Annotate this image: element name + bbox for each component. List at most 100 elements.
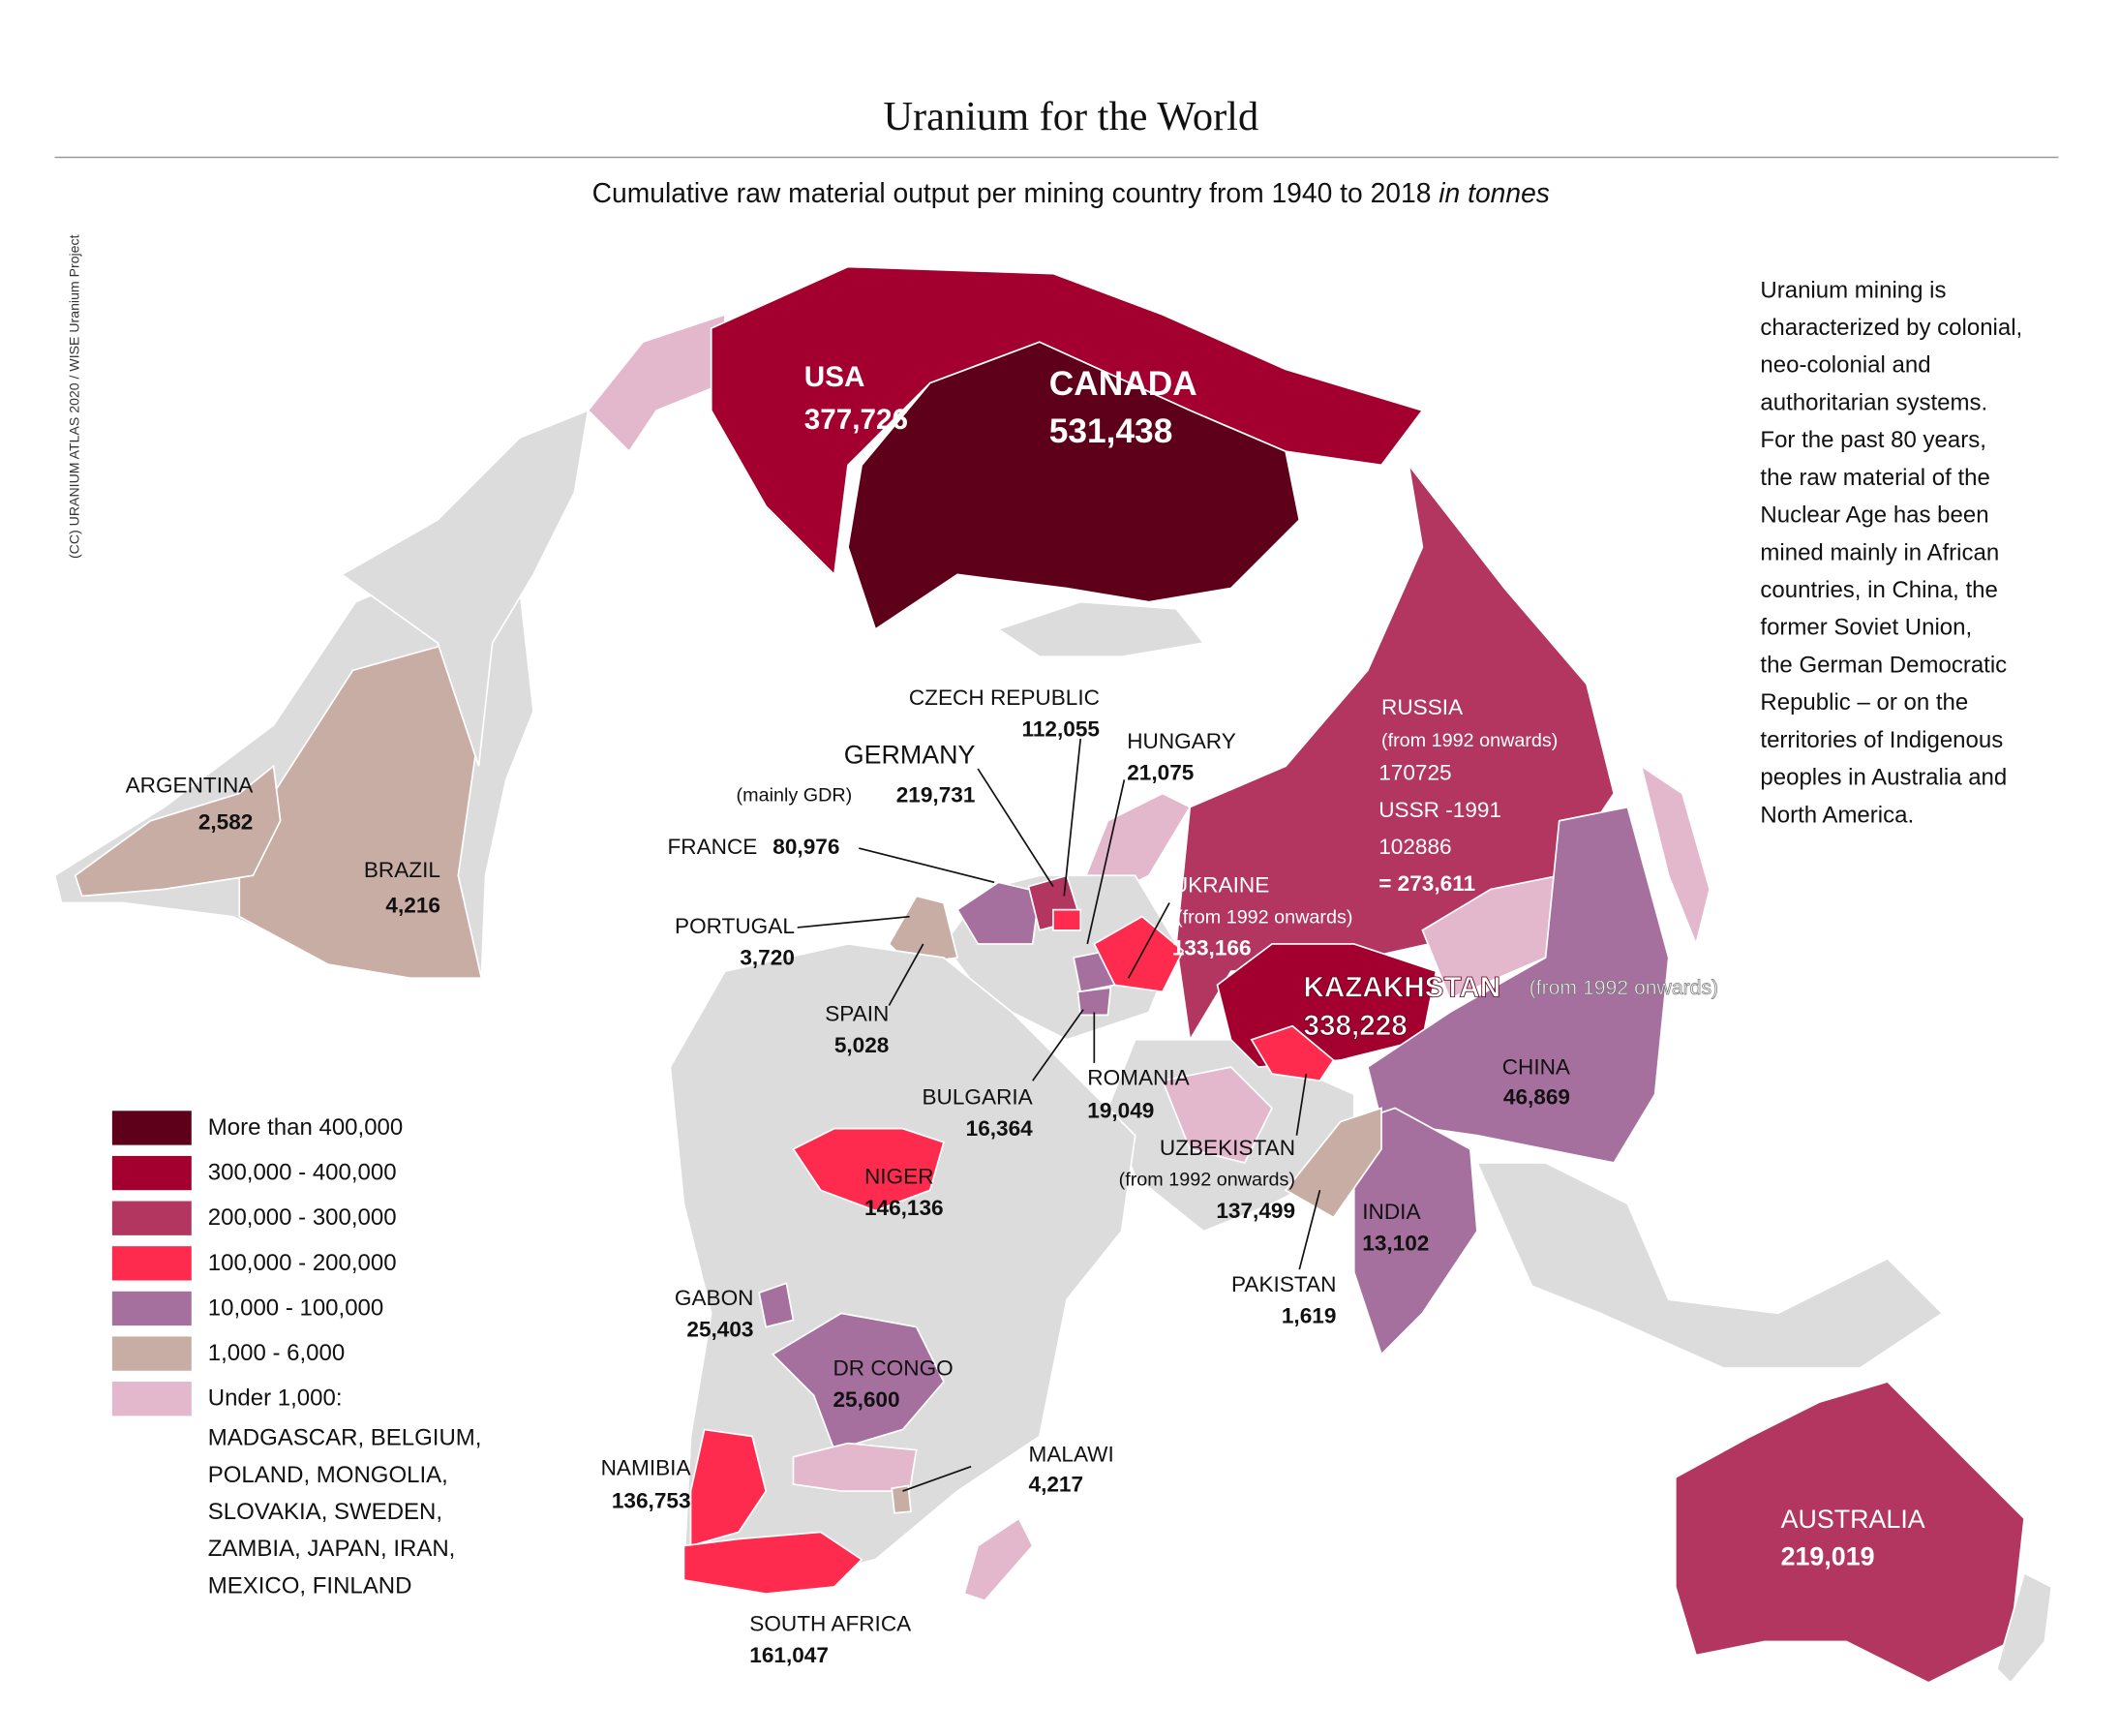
leader-line <box>1127 902 1170 979</box>
new-zealand <box>1995 1571 2053 1685</box>
legend-label: 200,000 - 300,000 <box>208 1204 397 1231</box>
side-text-line: mined mainly in African <box>1760 539 1999 565</box>
country-label: 5,028 <box>834 1033 890 1057</box>
country-label: 531,438 <box>1049 412 1173 450</box>
country-label: 146,136 <box>864 1196 944 1220</box>
country-label: (from 1992 onwards) <box>1119 1170 1295 1191</box>
title: Uranium for the World <box>883 94 1258 139</box>
country-label: MALAWI <box>1029 1442 1114 1466</box>
country-label: 133,166 <box>1172 936 1252 960</box>
country-label: ROMANIA <box>1087 1066 1190 1090</box>
country-label: SPAIN <box>825 1001 889 1025</box>
country-label: 3,720 <box>740 945 795 969</box>
side-text: Uranium mining is characterized by coloni… <box>1760 277 2022 828</box>
legend-swatch <box>111 1246 192 1281</box>
country-label: DR CONGO <box>833 1355 953 1380</box>
credit: (CC) URANIUM ATLAS 2020 / WISE Uranium P… <box>66 234 81 559</box>
country-label: BRAZIL <box>364 858 440 882</box>
country-label: 102886 <box>1378 835 1451 859</box>
legend-swatch <box>111 1336 192 1371</box>
legend-country-list: MEXICO, FINLAND <box>208 1572 412 1599</box>
country-label: 219,731 <box>896 782 976 807</box>
country-label: (from 1992 onwards) <box>1529 977 1718 999</box>
japan <box>1640 764 1711 947</box>
legend-label: 300,000 - 400,000 <box>208 1160 397 1186</box>
africa <box>669 943 1136 1588</box>
country-label: (mainly GDR) <box>737 785 853 807</box>
brazil <box>238 642 487 980</box>
country-label: 377,726 <box>804 404 908 436</box>
country-label: 2,582 <box>198 810 254 835</box>
leader-lines <box>797 738 1321 1492</box>
leader-line <box>1298 1190 1321 1270</box>
country-label: KAZAKHSTAN <box>1303 971 1500 1003</box>
country-label: RUSSIA <box>1381 695 1464 719</box>
country-label: 13,102 <box>1362 1232 1429 1256</box>
legend-country-list: MADGASCAR, BELGIUM, <box>208 1425 482 1451</box>
canada <box>847 341 1301 631</box>
country-label: 4,217 <box>1029 1472 1084 1496</box>
country-label: GERMANY <box>844 740 976 769</box>
side-text-line: peoples in Australia and <box>1760 765 2007 791</box>
country-label: 4,216 <box>385 894 440 918</box>
mexico <box>340 409 590 767</box>
country-label: USSR -1991 <box>1378 798 1501 822</box>
country-label: USA <box>804 361 865 393</box>
country-label: 161,047 <box>749 1643 829 1667</box>
country-label: = 273,611 <box>1378 871 1475 896</box>
china <box>1366 806 1670 1164</box>
legend-country-list: ZAMBIA, JAPAN, IRAN, <box>208 1536 456 1562</box>
legend-swatch <box>111 1382 192 1416</box>
unit: in tonnes <box>1439 178 1550 209</box>
greenland <box>996 600 1205 658</box>
side-text-line: the raw material of the <box>1760 465 1989 491</box>
leader-line <box>859 847 995 884</box>
namibia <box>689 1428 768 1547</box>
country-label: 19,049 <box>1087 1099 1154 1123</box>
ukraine <box>1093 915 1185 993</box>
country-label: 25,403 <box>686 1318 753 1342</box>
czech <box>1052 908 1082 931</box>
country-label: 46,869 <box>1503 1085 1570 1110</box>
country-label: NAMIBIA <box>601 1455 692 1479</box>
country-label: (from 1992 onwards) <box>1381 730 1558 751</box>
iran <box>1161 1066 1274 1164</box>
se-asia <box>1475 1162 1944 1369</box>
legend-swatch <box>111 1291 192 1326</box>
side-text-line: former Soviet Union, <box>1760 615 1972 641</box>
country-label: 338,228 <box>1303 1010 1407 1042</box>
subtitle: Cumulative raw material output per minin… <box>592 178 1550 209</box>
country-label: 112,055 <box>1022 716 1100 741</box>
bulgaria <box>1076 987 1112 1017</box>
country-label: UKRAINE <box>1172 873 1269 898</box>
country-label: INDIA <box>1362 1200 1421 1224</box>
uzbekistan <box>1250 1024 1335 1082</box>
side-text-line: characterized by colonial, <box>1760 315 2022 341</box>
leader-line <box>902 1465 972 1492</box>
country-label: 80,976 <box>772 835 839 859</box>
country-label: PAKISTAN <box>1231 1272 1336 1296</box>
leader-line <box>1032 1009 1084 1081</box>
country-label: PORTUGAL <box>675 914 795 938</box>
south-africa <box>682 1531 863 1595</box>
side-text-line: territories of Indigenous <box>1760 727 2003 753</box>
country-label: 136,753 <box>612 1488 691 1512</box>
legend-swatch <box>111 1111 192 1145</box>
side-text-line: Republic – or on the <box>1760 689 1968 716</box>
legend-country-list: POLAND, MONGOLIA, <box>208 1462 448 1488</box>
side-text-line: For the past 80 years, <box>1760 427 1985 453</box>
argentina <box>74 764 282 898</box>
country-label: ARGENTINA <box>126 773 255 797</box>
country-label: 21,075 <box>1127 761 1194 785</box>
country-label: UZBEKISTAN <box>1160 1136 1295 1160</box>
leader-line <box>888 943 924 1006</box>
country-label: 1,619 <box>1282 1304 1337 1328</box>
country-label: (from 1992 onwards) <box>1176 906 1352 928</box>
country-label: CANADA <box>1049 365 1197 403</box>
country-label: SOUTH AFRICA <box>749 1612 912 1636</box>
country-label: 219,019 <box>1781 1541 1875 1570</box>
leader-line <box>1063 738 1082 897</box>
india <box>1352 1107 1478 1356</box>
map-shapes <box>53 265 2053 1685</box>
